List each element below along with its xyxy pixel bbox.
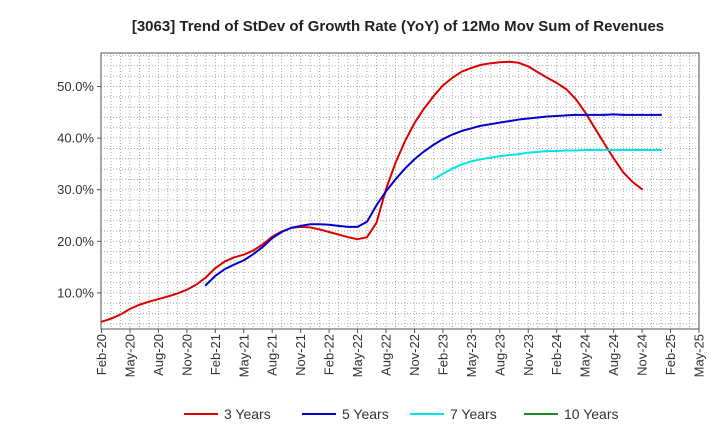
x-tick-label: May-20 — [122, 334, 137, 377]
x-tick-label: May-25 — [691, 334, 706, 377]
chart-title: [3063] Trend of StDev of Growth Rate (Yo… — [132, 18, 664, 35]
x-tick-label: Feb-25 — [663, 334, 678, 375]
x-tick-label: Nov-20 — [179, 334, 194, 376]
x-tick-label: Nov-22 — [407, 334, 422, 376]
legend-label: 5 Years — [342, 406, 389, 422]
x-tick-label: Nov-24 — [635, 334, 650, 376]
x-tick-label: Aug-23 — [492, 334, 507, 376]
y-tick-label: 20.0% — [57, 234, 94, 249]
x-tick-label: Feb-24 — [549, 334, 564, 375]
x-tick-label: Feb-21 — [208, 334, 223, 375]
x-tick-label: Aug-24 — [606, 334, 621, 376]
x-tick-label: Feb-20 — [94, 334, 109, 375]
plot-frame — [100, 52, 700, 330]
y-tick-label: 40.0% — [57, 131, 94, 146]
series-line-5-years — [204, 113, 663, 287]
x-tick-label: May-23 — [464, 334, 479, 377]
series-layer — [100, 60, 663, 323]
y-axis-ticks: 10.0% 20.0% 30.0% 40.0% 50.0% — [57, 79, 101, 300]
legend: 3 Years 5 Years 7 Years 10 Years — [184, 406, 619, 422]
x-tick-label: Aug-22 — [379, 334, 394, 376]
x-tick-label: Feb-22 — [322, 334, 337, 375]
y-tick-label: 50.0% — [57, 79, 94, 94]
legend-label: 10 Years — [564, 406, 619, 422]
x-tick-label: May-22 — [350, 334, 365, 377]
x-axis-ticks: Feb-20 May-20 Aug-20 Nov-20 Feb-21 May-21 Aug-… — [94, 329, 706, 377]
legend-label: 7 Years — [450, 406, 497, 422]
x-tick-label: May-24 — [578, 334, 593, 377]
series-line-7-years — [432, 148, 663, 181]
legend-label: 3 Years — [224, 406, 271, 422]
x-tick-label: Aug-20 — [151, 334, 166, 376]
x-tick-label: May-21 — [236, 334, 251, 377]
x-tick-label: Aug-21 — [265, 334, 280, 376]
series-line-3-years — [100, 60, 644, 323]
x-tick-label: Feb-23 — [435, 334, 450, 375]
y-tick-label: 30.0% — [57, 182, 94, 197]
x-tick-label: Nov-23 — [521, 334, 536, 376]
y-tick-label: 10.0% — [57, 285, 94, 300]
x-tick-label: Nov-21 — [293, 334, 308, 376]
